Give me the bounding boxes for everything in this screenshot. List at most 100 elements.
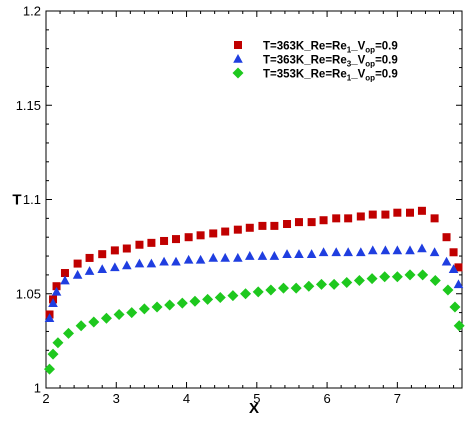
data-point — [202, 293, 214, 305]
data-point — [392, 245, 403, 255]
data-point — [172, 235, 180, 244]
data-point — [62, 327, 74, 339]
data-point — [278, 282, 290, 294]
x-axis-title: X — [249, 400, 259, 417]
data-point — [343, 247, 353, 257]
data-point — [453, 320, 465, 332]
data-point — [429, 247, 440, 257]
data-point — [303, 280, 315, 292]
data-point — [356, 247, 366, 257]
legend-subscript: 1 — [347, 74, 352, 83]
data-point — [176, 297, 188, 309]
legend-marker — [233, 54, 243, 63]
legend-text-part: T=353K_Re=Re — [263, 69, 347, 81]
y-tick-label: 1.15 — [16, 98, 41, 113]
data-point — [379, 271, 391, 283]
data-point — [380, 245, 391, 255]
x-tick-label: 5 — [253, 391, 260, 406]
data-point — [367, 245, 378, 255]
data-point — [429, 275, 441, 287]
data-point — [454, 263, 463, 272]
data-point — [332, 214, 341, 223]
data-point — [307, 218, 316, 227]
data-point — [240, 288, 252, 300]
data-point — [318, 247, 329, 257]
data-point — [84, 266, 95, 275]
legend-subscript: op — [365, 46, 375, 55]
data-point — [442, 233, 451, 242]
data-point — [220, 252, 230, 262]
data-point — [449, 248, 458, 257]
data-point — [134, 258, 145, 268]
data-point — [356, 212, 365, 221]
legend-marker — [232, 67, 244, 79]
y-tick-label: 1.1 — [23, 192, 41, 207]
legend-text-part: _V — [350, 69, 365, 81]
plot-border — [45, 10, 463, 389]
data-point — [328, 278, 340, 290]
y-tick-label: 1.05 — [16, 286, 41, 301]
data-point — [406, 208, 414, 217]
x-tick-label: 2 — [42, 391, 49, 406]
x-tick-label: 6 — [323, 391, 330, 406]
x-tick-label: 4 — [183, 391, 190, 406]
data-point — [138, 303, 150, 315]
data-point — [184, 233, 193, 242]
legend-text-part: =0.9 — [375, 41, 398, 53]
data-point — [381, 210, 390, 219]
data-point — [353, 275, 365, 287]
data-point — [417, 269, 429, 281]
data-point — [135, 240, 144, 249]
x-tick-label: 7 — [394, 391, 401, 406]
data-point — [270, 221, 279, 230]
data-point — [448, 264, 459, 274]
data-point — [183, 254, 194, 264]
data-point — [195, 254, 206, 264]
data-point — [44, 313, 55, 323]
data-point — [126, 307, 138, 319]
data-point — [51, 286, 62, 296]
data-point — [233, 252, 243, 262]
legend-text-part: =0.9 — [375, 55, 398, 67]
legend-subscript: 1 — [347, 46, 352, 55]
data-point — [44, 363, 56, 375]
data-point — [110, 262, 120, 272]
data-point — [331, 247, 342, 257]
data-point — [368, 210, 377, 219]
data-point — [196, 231, 205, 240]
data-point — [171, 256, 181, 266]
data-point — [430, 214, 439, 223]
data-point — [283, 220, 292, 229]
data-point — [404, 269, 416, 281]
data-point — [98, 250, 107, 259]
data-point — [405, 245, 415, 255]
legend-text-part: T=363K_Re=Re — [263, 55, 347, 67]
data-point — [449, 301, 461, 313]
data-point — [306, 249, 317, 258]
data-point — [442, 284, 454, 296]
data-point — [341, 276, 353, 288]
data-point — [258, 221, 267, 230]
legend: T=363K_Re=Re1_Vop=0.9T=363K_Re=Re3_Vop=0… — [232, 41, 398, 83]
axis-ticks — [45, 10, 462, 389]
legend-label: T=363K_Re=Re1_Vop=0.9 — [263, 41, 398, 55]
data-point — [189, 295, 201, 307]
legend-subscript: op — [365, 74, 375, 83]
data-point — [72, 269, 83, 279]
data-point — [100, 312, 112, 324]
legend-label: T=353K_Re=Re1_Vop=0.9 — [263, 69, 398, 83]
data-point — [417, 206, 426, 215]
series-3 — [44, 269, 465, 375]
data-point — [52, 337, 64, 349]
data-point — [60, 275, 70, 285]
data-point — [319, 216, 328, 225]
data-point — [60, 269, 69, 278]
data-point — [48, 298, 58, 307]
data-point — [233, 225, 242, 234]
legend-subscript: 3 — [347, 60, 352, 69]
data-point — [294, 249, 304, 258]
data-point — [453, 279, 464, 289]
data-point — [147, 238, 156, 247]
legend-subscript: op — [365, 60, 375, 69]
